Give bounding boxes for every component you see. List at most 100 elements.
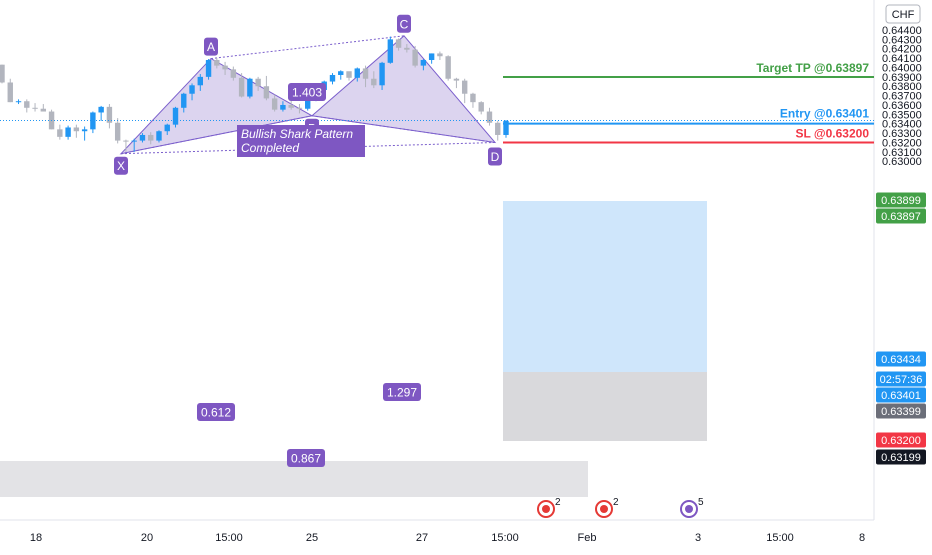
price-tag-text: 0.63200: [881, 435, 921, 447]
candle-body: [305, 99, 311, 109]
candle-body: [15, 101, 22, 103]
point-label-d: D: [488, 147, 502, 166]
candle-body: [379, 62, 385, 86]
candle-body: [131, 140, 137, 142]
target-label: Target TP @0.63897: [756, 61, 869, 75]
y-tick-label: 0.63900: [882, 72, 922, 84]
currency-label: CHF: [892, 9, 915, 21]
candle-body: [24, 101, 30, 108]
point-label-c-bg: [397, 14, 411, 33]
candle-body: [57, 129, 63, 137]
ratio-label-2-bg: [197, 403, 235, 421]
price-tag: 0.63434: [876, 351, 926, 367]
event-icons[interactable]: 2 2 5: [537, 497, 704, 518]
price-tag-bg: [876, 371, 926, 387]
price-tag: 0.63401: [876, 387, 926, 403]
x-tick-label: 20: [141, 532, 153, 544]
candle-body: [395, 39, 402, 48]
candle-body: [230, 69, 237, 78]
candle-body: [329, 74, 336, 82]
candle-body: [428, 53, 435, 60]
y-tick-label: 0.63100: [882, 147, 922, 159]
candle-body: [73, 127, 80, 132]
y-tick-label: 0.64100: [882, 53, 922, 65]
y-tick-label: 0.63500: [882, 109, 922, 121]
point-label-a-bg: [204, 37, 218, 56]
candle-body: [172, 107, 179, 125]
candle-body: [486, 111, 493, 123]
y-tick-label: 0.63300: [882, 128, 922, 140]
candle-body: [181, 93, 187, 108]
pattern-ratio-line: [120, 115, 313, 155]
point-label-a-text: A: [207, 40, 215, 54]
ratio-label-4-text: 0.867: [291, 452, 321, 466]
point-label-d-bg: [488, 147, 502, 166]
price-tag-bg: [876, 403, 926, 419]
y-tick-label: 0.63400: [882, 119, 922, 131]
candle-body: [470, 93, 476, 103]
price-tag: 0.63897: [876, 208, 926, 224]
candle-body: [81, 129, 88, 132]
price-tag-text: 0.63899: [881, 195, 921, 207]
candle-body: [247, 78, 253, 97]
candle-body: [478, 102, 484, 112]
ratio-label-1-text: 1.403: [292, 86, 322, 100]
pattern-title-line: Bullish Shark Pattern: [241, 127, 353, 141]
ratio-label-3: 1.297: [383, 383, 421, 401]
candle-body: [238, 77, 245, 97]
ratio-label-3-text: 1.297: [387, 386, 417, 400]
price-tag-bg: [876, 449, 926, 465]
candle-body: [412, 49, 418, 66]
x-tick-label: 15:00: [215, 532, 243, 544]
x-axis-ticks: 18 20 15:00 25 27 15:00 Feb 3 15:00 8: [30, 532, 865, 544]
price-tag: 02:57:36: [876, 371, 926, 387]
candle-body: [255, 78, 261, 87]
point-label-d-text: D: [491, 150, 500, 164]
price-tag-text: 0.63434: [881, 354, 921, 366]
candle-body: [148, 134, 154, 141]
trade-levels: Target TP @0.63897 Entry @0.63401 SL @0.63…: [0, 61, 874, 144]
candle-body: [222, 65, 228, 70]
economic-event-icon[interactable]: 2: [537, 497, 561, 518]
candle-body: [437, 53, 443, 57]
price-tag-text: 02:57:36: [880, 374, 923, 386]
candle-body: [214, 59, 220, 66]
point-label-c: C: [397, 14, 411, 33]
economic-event-icon[interactable]: 2: [595, 497, 619, 518]
stop-label: SL @0.63200: [795, 126, 869, 140]
candle-body: [106, 106, 113, 123]
candle-body: [263, 86, 270, 99]
point-label-x-text: X: [117, 159, 125, 173]
x-tick-label: Feb: [578, 532, 597, 544]
candle-body: [354, 68, 360, 78]
ratio-label-2: 0.612: [197, 403, 235, 421]
y-tick-label: 0.64400: [882, 25, 922, 37]
price-tag-text: 0.63199: [881, 452, 921, 464]
candle-body: [346, 71, 352, 78]
ratio-label-3-bg: [383, 383, 421, 401]
candle-body: [387, 39, 394, 63]
economic-event-icon[interactable]: 5: [680, 497, 704, 518]
y-tick-label: 0.63700: [882, 91, 922, 103]
candle-body: [40, 108, 47, 112]
candle-body: [338, 71, 344, 75]
candle-body: [445, 56, 451, 79]
price-tag-bg: [876, 387, 926, 403]
candle-body: [296, 107, 303, 109]
point-label-a: A: [204, 37, 218, 56]
x-tick-label: 27: [416, 532, 428, 544]
candle-body: [189, 85, 195, 94]
candle-body: [0, 64, 5, 83]
candle-body: [205, 59, 212, 77]
candle-body: [7, 82, 13, 103]
price-tag-text: 0.63401: [881, 390, 921, 402]
profit-zone: [503, 201, 707, 372]
candle-body: [461, 80, 468, 94]
event-count: 5: [698, 497, 704, 508]
candle-body: [98, 106, 104, 113]
price-tag-text: 0.63399: [881, 406, 921, 418]
y-tick-label: 0.63800: [882, 81, 922, 93]
price-tag-text: 0.63897: [881, 211, 921, 223]
